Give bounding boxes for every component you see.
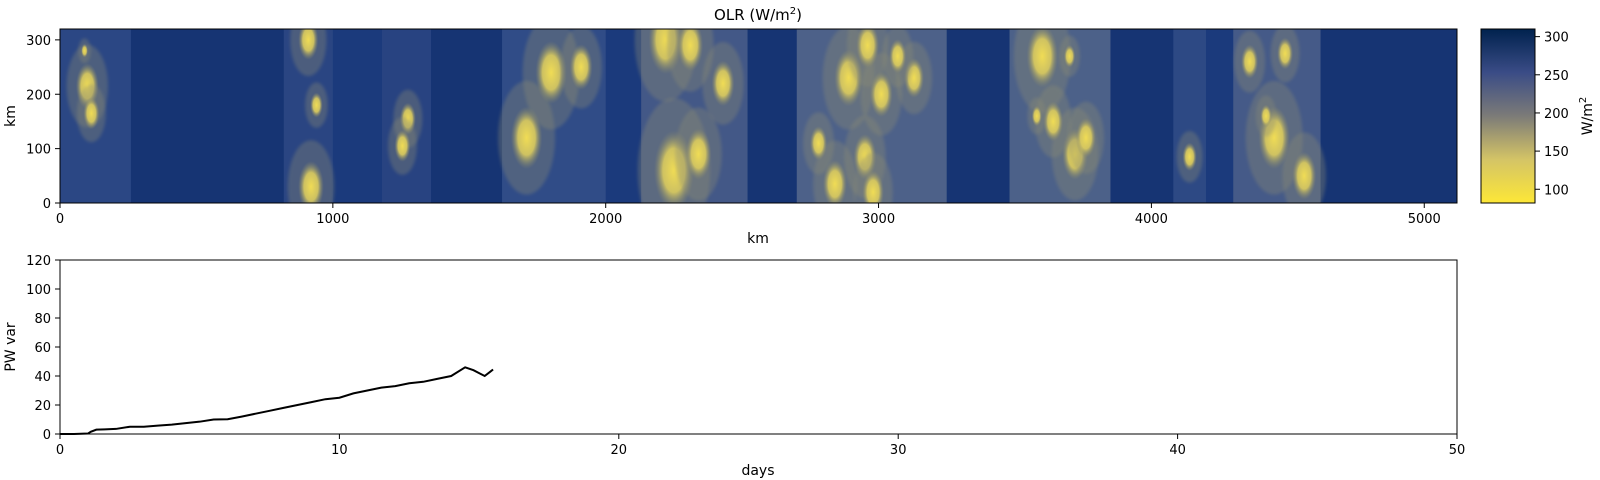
pw-x-ticks: 0 10 20 30 40 50 [56,434,1465,458]
pw-y-tick-label: 0 [43,428,51,443]
olr-y-tick-label: 100 [26,143,51,158]
olr-convective-cell [1241,44,1259,79]
olr-convective-cell [1182,142,1197,172]
olr-convective-cell [1260,104,1272,128]
olr-convective-cell [711,60,735,107]
olr-title: OLR (W/m2) [714,6,802,24]
pw-x-tick-label: 30 [890,443,907,458]
olr-x-axis-label: km [747,231,769,247]
pw-x-tick-label: 20 [611,443,628,458]
olr-convective-cell [569,44,593,90]
olr-y-tick-label: 300 [26,34,51,49]
colorbar-tick-label: 300 [1544,31,1569,46]
pw-x-tick-label: 50 [1449,443,1466,458]
olr-convective-cell [1043,101,1064,142]
olr-convective-cell [889,39,907,74]
olr-convective-cell [822,159,847,203]
pw-y-tick-label: 100 [26,283,51,298]
olr-heatmap-field [60,29,1457,203]
colorbar-gradient [1480,28,1536,204]
olr-x-tick-label: 3000 [862,212,895,227]
olr-convective-cell [81,43,88,58]
olr-convective-cell [1277,37,1294,70]
olr-clear-region [747,29,797,203]
olr-clear-region [130,29,284,203]
olr-convective-cell [83,97,100,130]
pw-y-tick-label: 60 [34,341,51,356]
colorbar-tick-label: 250 [1544,69,1569,84]
olr-y-axis-label: km [3,105,19,127]
olr-x-tick-label: 2000 [589,212,622,227]
olr-convective-cell [1075,117,1096,158]
pw-x-tick-label: 10 [331,443,348,458]
olr-clear-region [1320,29,1457,203]
olr-clear-region [946,29,1010,203]
olr-y-ticks: 0 100 200 300 [26,34,60,212]
colorbar-label: W/m2 [1578,97,1596,136]
olr-convective-cell [394,129,411,162]
olr-y-tick-label: 0 [43,197,51,212]
colorbar-tick-label: 100 [1544,183,1569,198]
pw-y-tick-label: 80 [34,312,51,327]
olr-x-tick-label: 4000 [1135,212,1168,227]
olr-y-tick-label: 200 [26,88,51,103]
olr-x-tick-label: 5000 [1408,212,1441,227]
olr-convective-cell [1031,105,1042,127]
olr-convective-cell [535,41,567,104]
olr-x-ticks: 0 1000 2000 3000 4000 5000 [56,203,1441,227]
pw-x-axis-label: days [741,463,774,479]
olr-convective-cell [677,29,704,71]
olr-convective-cells [66,29,1326,203]
olr-panel: OLR (W/m2) 0 1000 2000 3000 4000 5000 0 100 200… [3,6,1596,247]
olr-convective-cell [510,106,543,170]
pw-y-ticks: 0 20 40 60 80 100 120 [26,254,60,443]
olr-axes-frame [59,28,1458,204]
olr-clear-region [1110,29,1174,203]
pw-x-tick-label: 40 [1169,443,1186,458]
olr-convective-cell [1063,44,1076,68]
olr-clear-region [431,29,503,203]
olr-convective-cell [856,29,880,69]
olr-convective-cell [298,161,324,203]
pw-var-panel: 0 10 20 30 40 50 0 20 40 60 80 100 120 days PW var [3,254,1465,479]
pw-y-tick-label: 20 [34,399,51,414]
olr-x-tick-label: 1000 [316,212,349,227]
colorbar-ticks: 100 150 200 250 300 [1535,31,1569,198]
colorbar: 100 150 200 250 300 W/m2 [1480,28,1596,204]
olr-convective-cell [862,170,884,203]
olr-convective-cell [298,29,319,60]
olr-convective-cell [310,92,323,118]
pw-y-tick-label: 40 [34,370,51,385]
pw-axes-frame [59,259,1458,435]
pw-y-tick-label: 120 [26,254,51,269]
pw-var-series-line [60,366,494,435]
colorbar-tick-label: 150 [1544,145,1569,160]
colorbar-tick-label: 200 [1544,107,1569,122]
olr-convective-cell [1026,29,1059,88]
olr-convective-cell [685,128,712,180]
olr-convective-cell [1292,151,1317,200]
pw-y-axis-label: PW var [3,322,19,372]
pw-x-tick-label: 0 [56,443,64,458]
olr-convective-cell [809,126,828,161]
olr-x-tick-label: 0 [56,212,64,227]
